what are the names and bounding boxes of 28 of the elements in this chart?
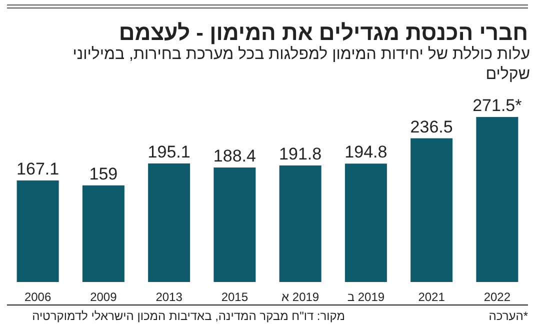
data-label: 167.1 (16, 159, 60, 178)
x-tick-label: 2021 (418, 290, 446, 304)
data-label: 191.8 (279, 144, 322, 164)
text: *הערכה (488, 309, 528, 323)
bar (476, 117, 518, 282)
bar (279, 165, 322, 282)
x-tick-label: 2015 (221, 290, 248, 304)
chart-subtitle: עלות כוללת של יחידות המימון למפלגות בכל מערכת בחירות, במיליוני שקלים (72, 45, 530, 85)
data-label: 236.5 (410, 117, 453, 136)
x-tick-label: 2022 (484, 290, 511, 304)
x-tick-label: 2019 ב (347, 290, 385, 304)
data-label: 159 (89, 164, 118, 184)
x-tick-label: 2009 (90, 290, 118, 304)
bar (410, 138, 453, 282)
bar (344, 164, 387, 282)
data-label: 271.5* (472, 96, 522, 115)
data-label: 195.1 (148, 142, 190, 162)
x-tick-label: 2013 (156, 290, 183, 304)
bar (148, 163, 190, 282)
x-tick-label: 2019 א (282, 290, 320, 304)
bar (214, 168, 256, 282)
data-label: 194.8 (344, 142, 388, 162)
bar (82, 185, 124, 282)
chart-title: חברי הכנסת מגדילים את המימון - לעצמם (118, 20, 528, 45)
x-tick-label: 2006 (24, 290, 52, 304)
bar (16, 180, 59, 282)
data-label: 188.4 (213, 146, 256, 166)
text: מקור: דו"ח מבקר המדינה, באדיבות המכון הישראלי לדמוקרטיה (32, 309, 345, 323)
